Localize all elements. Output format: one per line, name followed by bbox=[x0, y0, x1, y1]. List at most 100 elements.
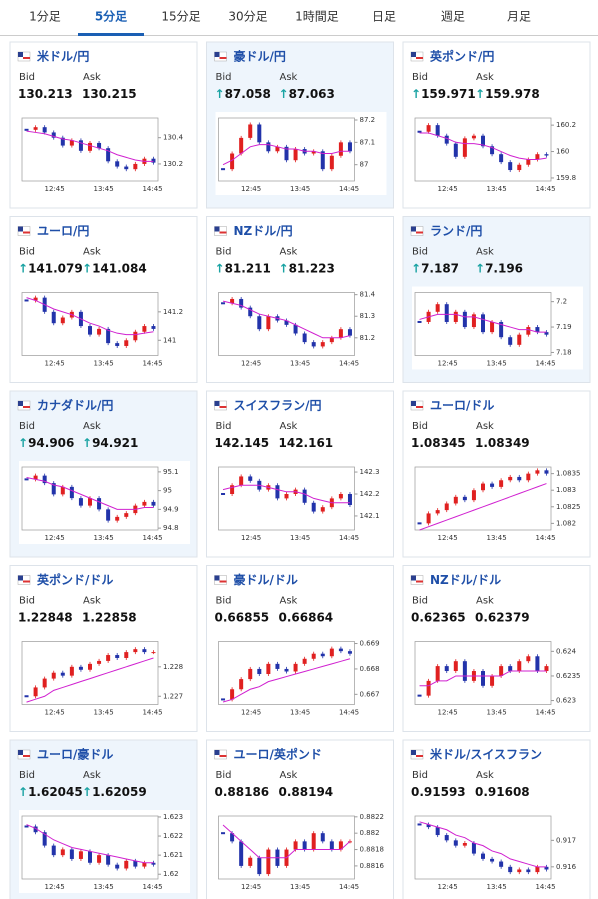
ask-value: 94.921 bbox=[92, 436, 138, 450]
ask-value: 0.88194 bbox=[279, 785, 334, 799]
pair-name[interactable]: スイスフラン/円 bbox=[234, 399, 322, 413]
pair-name[interactable]: NZドル/円 bbox=[234, 224, 293, 238]
bid-label: Bid bbox=[412, 596, 428, 607]
flag-part bbox=[411, 575, 416, 581]
candle bbox=[106, 509, 111, 521]
candle bbox=[69, 849, 74, 859]
x-tick-label: 14:45 bbox=[339, 185, 359, 193]
candle bbox=[97, 855, 102, 863]
candle bbox=[338, 329, 343, 338]
tab[interactable]: 週足 bbox=[441, 10, 465, 24]
candle bbox=[311, 653, 316, 659]
pair-name[interactable]: 豪ドル/ドル bbox=[234, 572, 298, 587]
pair-name[interactable]: 英ポンド/ドル bbox=[37, 572, 113, 587]
y-tick-label: 87.1 bbox=[360, 138, 376, 146]
pair-name[interactable]: ランド/円 bbox=[430, 224, 482, 238]
candle bbox=[435, 666, 440, 681]
y-tick-label: 0.624 bbox=[556, 647, 577, 655]
moving-average bbox=[419, 483, 547, 531]
y-tick-label: 87 bbox=[360, 161, 369, 169]
candle bbox=[517, 476, 522, 481]
candle bbox=[293, 841, 298, 850]
candle bbox=[24, 825, 29, 828]
ask-value: 87.063 bbox=[289, 87, 335, 101]
ask-value: 159.978 bbox=[485, 87, 540, 101]
candle bbox=[435, 510, 440, 514]
candle bbox=[42, 127, 47, 133]
y-tick-label: 1.228 bbox=[163, 663, 183, 671]
candle bbox=[544, 866, 549, 870]
plot-frame bbox=[414, 641, 552, 705]
plot-frame bbox=[218, 815, 355, 880]
candle bbox=[499, 861, 504, 867]
pair-name[interactable]: 米ドル/円 bbox=[37, 49, 89, 64]
y-tick-label: 1.0825 bbox=[556, 503, 581, 511]
bid-value: 7.187 bbox=[421, 261, 459, 275]
pair-name[interactable]: ユーロ/ドル bbox=[430, 399, 494, 413]
y-tick-label: 1.62 bbox=[163, 870, 179, 878]
up-arrow: ↑ bbox=[215, 87, 225, 101]
candle bbox=[266, 663, 271, 675]
candle bbox=[535, 154, 540, 160]
pair-name[interactable]: ユーロ/豪ドル bbox=[37, 747, 113, 762]
tab[interactable]: 1分足 bbox=[29, 10, 61, 24]
candle bbox=[453, 496, 458, 504]
pair-name[interactable]: 豪ドル/円 bbox=[234, 49, 286, 64]
x-tick-label: 12:45 bbox=[241, 534, 261, 542]
tab[interactable]: 30分足 bbox=[228, 10, 267, 24]
flag-part bbox=[219, 755, 227, 757]
tab[interactable]: 日足 bbox=[372, 10, 396, 24]
candle bbox=[293, 149, 298, 161]
tab[interactable]: 5分足 bbox=[95, 9, 127, 24]
flag-part bbox=[214, 575, 220, 581]
x-tick-label: 13:45 bbox=[94, 185, 114, 193]
candle bbox=[97, 660, 102, 664]
candle bbox=[453, 311, 458, 322]
candle bbox=[329, 155, 334, 170]
candle bbox=[124, 513, 129, 517]
candle bbox=[444, 666, 449, 672]
candle bbox=[257, 857, 262, 875]
candle bbox=[320, 342, 325, 347]
ask-label: Ask bbox=[83, 247, 101, 258]
tab[interactable]: 1時間足 bbox=[295, 10, 339, 24]
candle bbox=[535, 327, 540, 333]
pair-name[interactable]: 米ドル/スイスフラン bbox=[430, 747, 542, 762]
ask-value: 1.22858 bbox=[82, 610, 137, 624]
tab[interactable]: 15分足 bbox=[161, 10, 200, 24]
pair-name[interactable]: 英ポンド/円 bbox=[430, 49, 494, 64]
pair-name[interactable]: ユーロ/円 bbox=[37, 224, 89, 238]
candle bbox=[508, 337, 513, 345]
pair-name[interactable]: カナダドル/円 bbox=[37, 398, 113, 413]
bid-label: Bid bbox=[216, 596, 232, 607]
candle bbox=[471, 490, 476, 501]
x-tick-label: 14:45 bbox=[142, 534, 162, 542]
x-tick-label: 12:45 bbox=[45, 883, 65, 891]
plot-frame bbox=[414, 815, 552, 880]
candle bbox=[133, 649, 138, 653]
plot-frame bbox=[218, 641, 355, 705]
up-arrow: ↑ bbox=[82, 436, 92, 450]
candle bbox=[106, 855, 111, 865]
moving-average bbox=[222, 484, 350, 504]
pair-name[interactable]: ユーロ/英ポンド bbox=[234, 747, 322, 762]
tab[interactable]: 月足 bbox=[507, 10, 531, 24]
pair-name[interactable]: NZドル/ドル bbox=[430, 573, 501, 587]
bid-value: 130.213 bbox=[18, 87, 73, 101]
